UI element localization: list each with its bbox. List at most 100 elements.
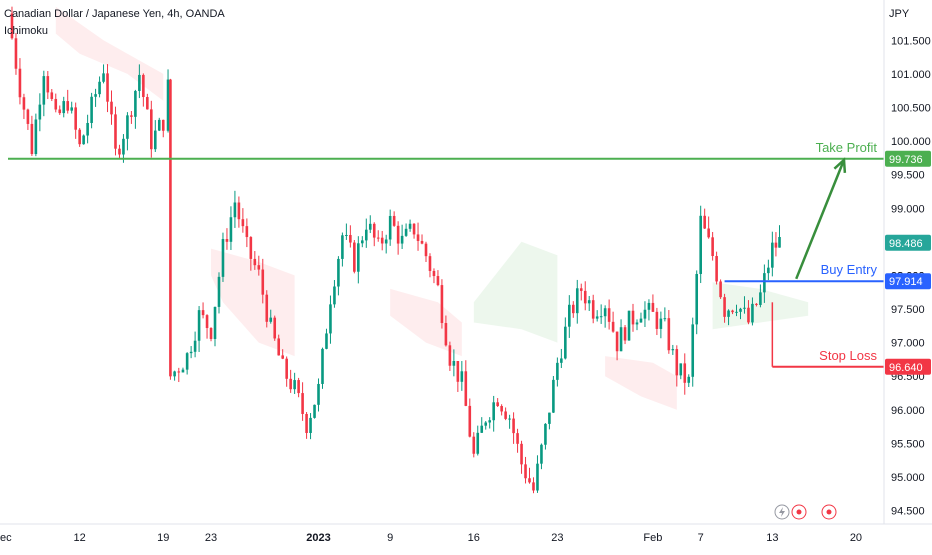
price-tick-label: 95.000	[891, 472, 925, 484]
candle-body	[173, 371, 176, 377]
candle-body	[568, 304, 571, 327]
time-axis[interactable]: ec 12 19 23 2023 9 16 23 Feb 7 13 20	[0, 532, 862, 544]
candle-body	[536, 463, 539, 491]
candle-body	[46, 76, 50, 93]
toolbar-icons[interactable]	[774, 504, 837, 520]
ichimoku-cloud	[55, 6, 809, 410]
candle-body	[412, 223, 416, 235]
candle-body	[253, 258, 257, 266]
candle-body	[325, 333, 328, 349]
candle-body	[607, 308, 611, 322]
candle-body	[197, 310, 201, 341]
candle-body	[655, 311, 659, 329]
candle-body	[767, 267, 770, 274]
bearish-cloud	[390, 288, 462, 357]
candle-body	[751, 303, 754, 323]
candle-body	[711, 237, 714, 257]
take-profit-badge-text: 99.736	[889, 154, 923, 166]
candle-body	[528, 478, 531, 483]
candle-body	[755, 303, 758, 305]
candle-body	[368, 223, 372, 230]
candle-body	[679, 363, 683, 376]
price-tick-label: 97.500	[891, 304, 925, 316]
buy-entry-badge	[885, 273, 931, 290]
candle-body	[353, 242, 356, 272]
candle-body	[611, 321, 615, 332]
candle-body	[364, 229, 368, 241]
candle-body	[62, 101, 66, 114]
candle-body	[400, 235, 404, 244]
candle-body	[273, 317, 277, 339]
currency-label: JPY	[889, 8, 910, 20]
event-dot-icon	[826, 509, 832, 515]
candle-body	[189, 351, 193, 354]
candle-body	[110, 101, 113, 115]
candle-body	[579, 288, 583, 291]
candle-body	[285, 358, 288, 379]
time-tick-label: Feb	[643, 532, 662, 544]
current-price-text: 98.486	[889, 238, 923, 250]
candle-body	[552, 379, 555, 413]
symbol-title: Canadian Dollar / Japanese Yen, 4h, OAND…	[4, 8, 225, 20]
candle-body	[496, 402, 499, 407]
candle-body	[392, 215, 396, 226]
candle-body	[556, 362, 559, 380]
candle-body	[476, 432, 480, 454]
candle-body	[82, 135, 85, 145]
candle-body	[699, 215, 702, 274]
price-tick-label: 100.000	[891, 136, 931, 148]
candle-body	[98, 81, 101, 95]
current-price-badge	[885, 234, 931, 251]
candle-body	[277, 338, 281, 356]
candle-body	[241, 219, 245, 227]
candle-body	[771, 242, 774, 268]
candle-body	[261, 269, 265, 295]
candle-body	[54, 98, 58, 110]
candle-body	[357, 243, 360, 272]
candle-body	[428, 256, 432, 271]
candle-body	[683, 363, 687, 383]
bullish-cloud	[473, 241, 558, 343]
price-tick-label: 100.500	[891, 102, 931, 114]
candle-body	[301, 393, 304, 414]
candle-body	[583, 290, 587, 304]
candle-body	[651, 302, 655, 312]
candle-body	[560, 358, 563, 363]
candle-body	[778, 237, 781, 248]
candle-body	[122, 138, 125, 155]
candle-body	[229, 217, 233, 242]
candle-body	[134, 90, 137, 117]
candle-body	[512, 418, 515, 434]
candle-body	[265, 294, 269, 322]
candle-body	[10, 13, 14, 39]
candle-body	[126, 115, 129, 139]
candle-body	[472, 436, 476, 454]
candle-body	[345, 234, 348, 236]
candle-body	[564, 326, 567, 359]
candle-body	[166, 79, 170, 131]
price-tick-label: 99.500	[891, 170, 925, 182]
candle-body	[627, 310, 631, 341]
candle-body	[524, 464, 527, 479]
candle-body	[14, 38, 18, 69]
candle-body	[289, 378, 292, 390]
candle-body	[169, 79, 172, 377]
candle-body	[452, 360, 456, 366]
candle-body	[727, 310, 730, 317]
candle-body	[635, 322, 639, 325]
candle-body	[416, 234, 420, 241]
candle-body	[774, 242, 778, 248]
candle-body	[361, 240, 364, 244]
candle-body	[297, 380, 300, 394]
stop-loss-label: Stop Loss	[819, 348, 877, 363]
candle-body	[130, 115, 133, 117]
candle-body	[349, 234, 352, 243]
event-dot-icon	[796, 509, 802, 515]
candle-body	[388, 215, 392, 240]
candle-body	[313, 404, 316, 418]
candle-body	[384, 239, 388, 244]
candle-body	[615, 331, 619, 352]
price-tick-label: 101.500	[891, 35, 931, 47]
